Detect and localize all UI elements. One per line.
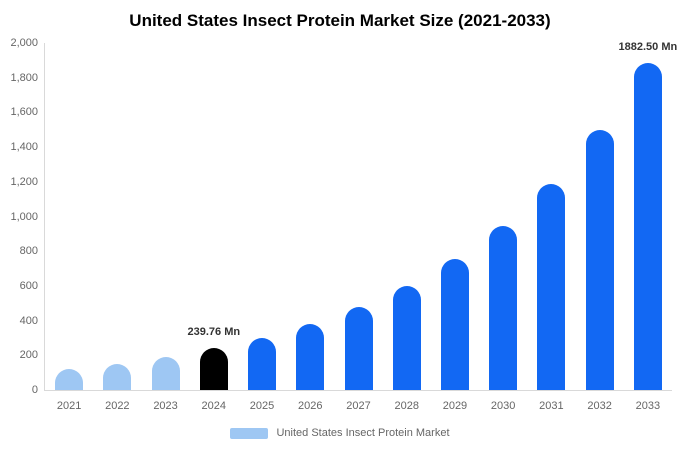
bar-2027[interactable] (344, 307, 373, 390)
y-axis-tick-label: 2,000 (10, 37, 38, 49)
x-axis-tick-label: 2024 (201, 400, 227, 412)
x-axis-tick-label: 2027 (346, 400, 371, 412)
y-axis-tick-label: 0 (31, 384, 38, 396)
x-axis-tick-label: 2031 (539, 400, 564, 412)
bar-2030[interactable] (489, 225, 518, 390)
bar-2024[interactable] (199, 348, 228, 390)
y-axis-tick-label: 1,200 (10, 175, 38, 188)
annotation-label-2033: 1882.50 Mn (618, 41, 678, 54)
x-axis-tick-label: 2028 (394, 400, 419, 412)
x-axis-tick-label: 2023 (153, 400, 178, 412)
legend-swatch (230, 427, 269, 439)
x-axis-tick-label: 2022 (105, 400, 130, 412)
x-axis-line (44, 390, 672, 391)
bar-2021[interactable] (55, 369, 84, 390)
bar-2031[interactable] (537, 183, 566, 390)
bar-2025[interactable] (248, 337, 277, 390)
bar-2026[interactable] (296, 324, 325, 390)
x-axis-tick-label: 2033 (635, 400, 661, 412)
bar-2028[interactable] (392, 286, 421, 390)
y-axis-line (44, 43, 45, 390)
x-axis-tick-label: 2032 (587, 400, 612, 412)
x-axis-tick-label: 2030 (490, 400, 516, 412)
x-axis-tick-label: 2029 (442, 400, 468, 412)
chart-title: United States Insect Protein Market Size… (129, 11, 551, 30)
x-axis-tick-label: 2025 (249, 400, 275, 412)
bar-2032[interactable] (585, 130, 614, 390)
x-axis-tick-label: 2021 (56, 400, 82, 412)
y-axis-tick-label: 1,600 (10, 106, 38, 119)
y-axis-tick-label: 400 (19, 314, 38, 327)
y-axis-tick-label: 200 (19, 349, 38, 362)
y-axis-tick-label: 600 (19, 279, 38, 292)
legend-label: United States Insect Protein Market (276, 427, 450, 439)
bar-2022[interactable] (103, 363, 132, 390)
annotation-label-2024: 239.76 Mn (187, 326, 241, 339)
bar-2023[interactable] (151, 356, 180, 390)
y-axis-tick-label: 800 (19, 245, 38, 258)
x-axis-tick-label: 2026 (298, 400, 323, 412)
y-axis-tick-label: 1,400 (10, 141, 38, 154)
legend[interactable]: United States Insect Protein Market (0, 427, 680, 439)
y-axis-tick-label: 1,800 (10, 71, 38, 84)
y-axis-tick-label: 1,000 (10, 210, 38, 223)
bar-2033[interactable] (633, 63, 662, 390)
bar-2029[interactable] (440, 259, 469, 390)
